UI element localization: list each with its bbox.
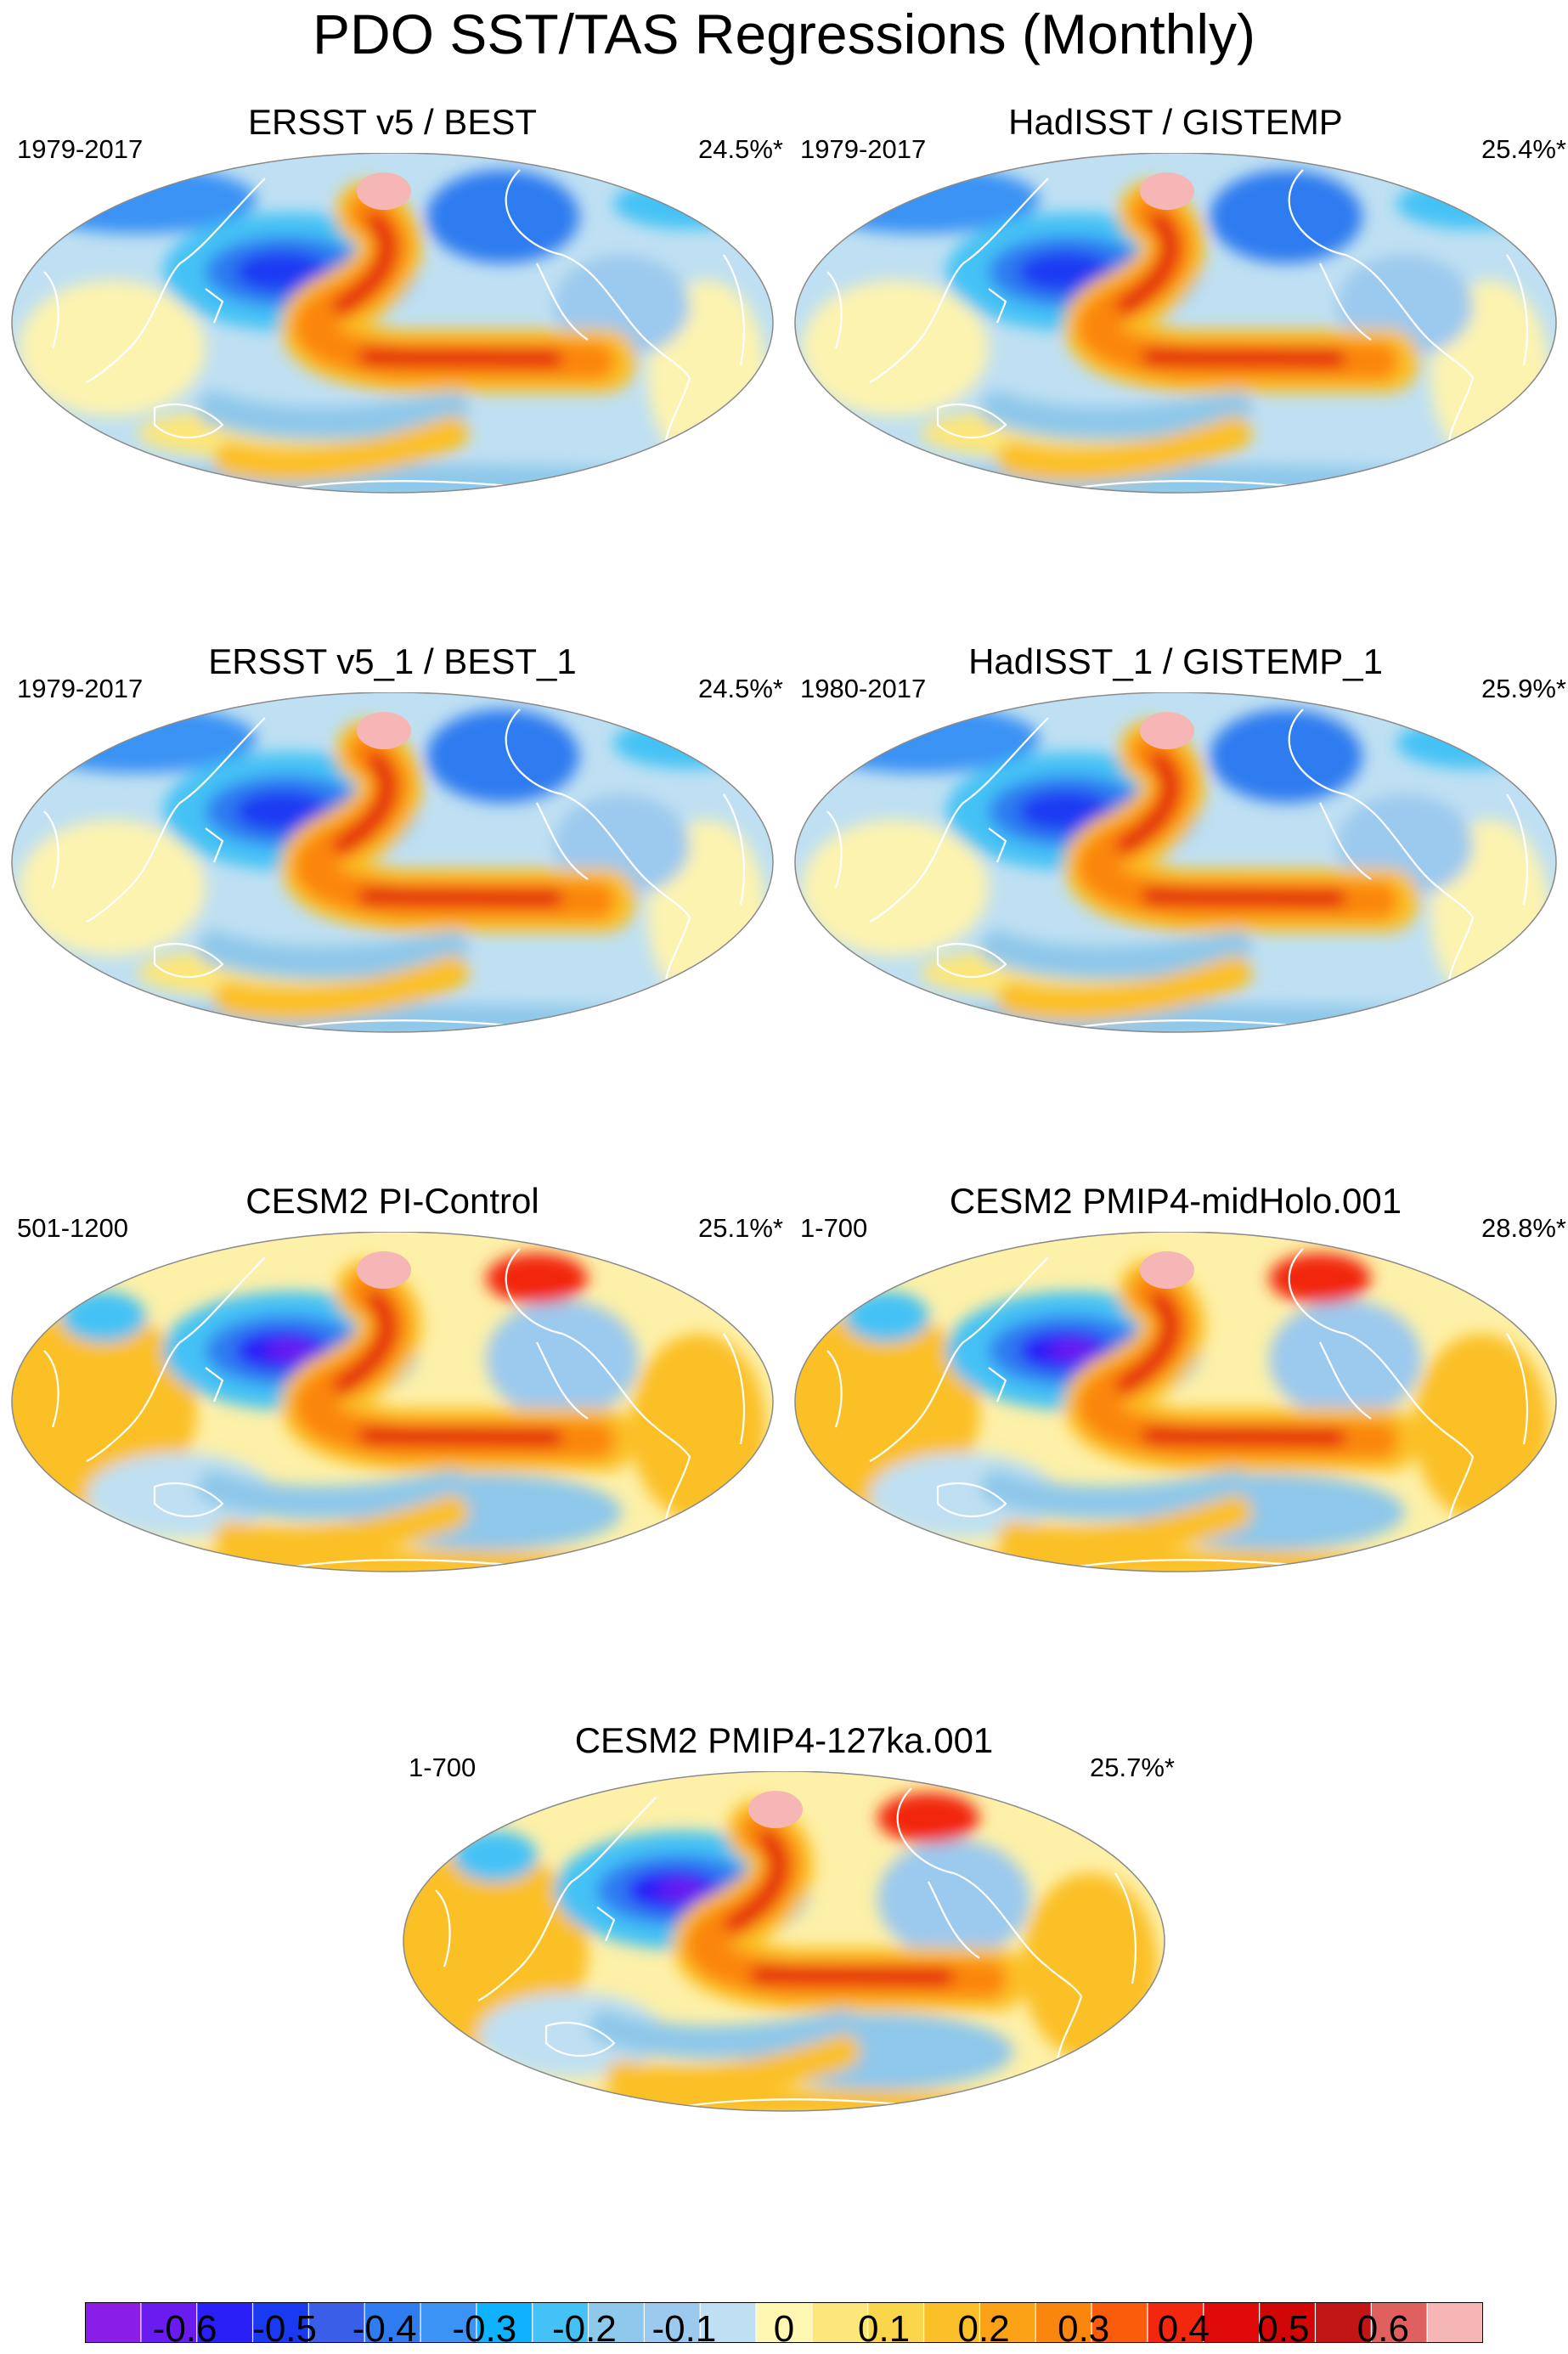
colorbar-tick-label: -0.3 [452,2308,517,2350]
map-panel: HadISST_1 / GISTEMP_1 1980-2017 25.9%* [793,641,1566,1202]
map-globe [11,692,774,1033]
colorbar-tick-label: -0.6 [152,2308,217,2350]
map-panel: CESM2 PMIP4-midHolo.001 1-700 28.8%* [793,1181,1566,1742]
colorbar-tick-label: -0.1 [651,2308,717,2350]
panel-period: 501-1200 [17,1213,129,1243]
colorbar-tick-label: 0.5 [1257,2308,1310,2350]
colorbar-tick-label: 0 [773,2308,795,2350]
colorbar-swatch [196,2303,254,2342]
colorbar-swatch [476,2303,533,2342]
colorbar-tick-label: 0.4 [1157,2308,1210,2350]
colorbar-tick-label: 0.1 [858,2308,911,2350]
map-panel: CESM2 PI-Control 501-1200 25.1%* [10,1181,783,1742]
colorbar-swatch [140,2303,198,2342]
panel-title: ERSST v5_1 / BEST_1 [208,641,577,681]
colorbar-swatch [700,2303,757,2342]
panel-title: CESM2 PMIP4-midHolo.001 [949,1181,1402,1221]
colorbar-swatch [1091,2303,1148,2342]
colorbar-swatch [1427,2303,1483,2342]
colorbar-swatch [756,2303,813,2342]
panel-period: 1979-2017 [17,134,144,164]
map-globe [794,692,1557,1033]
panel-period: 1979-2017 [800,134,927,164]
colorbar-swatch [308,2303,365,2342]
panel-period: 1-700 [409,1753,477,1782]
panel-title: HadISST / GISTEMP [1008,102,1343,142]
colorbar-tick-label: -0.4 [352,2308,417,2350]
map-globe [794,1232,1557,1572]
colorbar-swatch [1371,2303,1428,2342]
panel-variance: 24.5%* [698,134,783,164]
panel-variance: 25.4%* [1481,134,1566,164]
map-globe [403,1771,1165,2112]
map-globe [794,153,1557,494]
colorbar-tick-label: -0.5 [252,2308,318,2350]
colorbar-swatch [811,2303,869,2342]
colorbar-tick-label: -0.2 [551,2308,617,2350]
colorbar-swatch [923,2303,980,2342]
panel-variance: 28.8%* [1481,1213,1566,1243]
colorbar-swatch [644,2303,701,2342]
map-panel: ERSST v5_1 / BEST_1 1979-2017 24.5%* [10,641,783,1202]
colorbar-tick-label: 0.6 [1356,2308,1409,2350]
figure-title: PDO SST/TAS Regressions (Monthly) [312,3,1256,65]
colorbar-swatch [1147,2303,1204,2342]
colorbar-swatch [1259,2303,1316,2342]
colorbar-swatch [420,2303,477,2342]
panel-title: ERSST v5 / BEST [248,102,537,142]
colorbar-swatch [588,2303,645,2342]
map-panel: ERSST v5 / BEST 1979-2017 24.5%* [10,102,783,663]
map-globe [11,153,774,494]
panel-title: HadISST_1 / GISTEMP_1 [968,641,1383,681]
panel-period: 1980-2017 [800,674,927,703]
colorbar-swatch [532,2303,589,2342]
colorbar-swatch [85,2303,142,2342]
colorbar-swatch [252,2303,309,2342]
colorbar [85,2302,1483,2343]
colorbar-swatch [867,2303,925,2342]
colorbar-swatch [364,2303,421,2342]
colorbar-swatch [1035,2303,1092,2342]
colorbar-tick-label: 0.2 [957,2308,1010,2350]
map-globe [11,1232,774,1572]
colorbar-tick-label: 0.3 [1058,2308,1110,2350]
panel-variance: 25.9%* [1481,674,1566,703]
colorbar-swatch [1315,2303,1372,2342]
panel-variance: 25.1%* [698,1213,783,1243]
map-panel: CESM2 PMIP4-127ka.001 1-700 25.7%* [402,1720,1175,2281]
panel-variance: 25.7%* [1090,1753,1175,1782]
map-panel: HadISST / GISTEMP 1979-2017 25.4%* [793,102,1566,663]
panel-title: CESM2 PI-Control [245,1181,539,1221]
panel-period: 1979-2017 [17,674,144,703]
panel-title: CESM2 PMIP4-127ka.001 [574,1720,994,1760]
colorbar-swatch [979,2303,1036,2342]
panel-period: 1-700 [800,1213,868,1243]
colorbar-swatch [1203,2303,1261,2342]
panel-variance: 24.5%* [698,674,783,703]
